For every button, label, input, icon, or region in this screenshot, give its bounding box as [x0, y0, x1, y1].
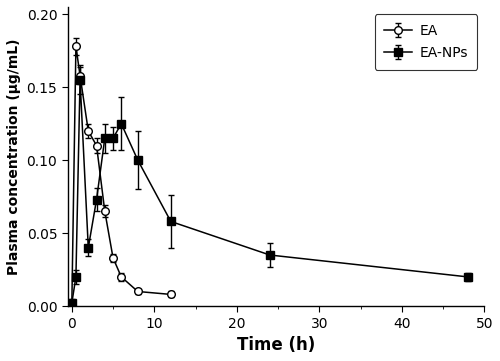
- X-axis label: Time (h): Time (h): [237, 336, 315, 354]
- Legend: EA, EA-NPs: EA, EA-NPs: [374, 14, 478, 70]
- Y-axis label: Plasma concentration (µg/mL): Plasma concentration (µg/mL): [7, 38, 21, 275]
